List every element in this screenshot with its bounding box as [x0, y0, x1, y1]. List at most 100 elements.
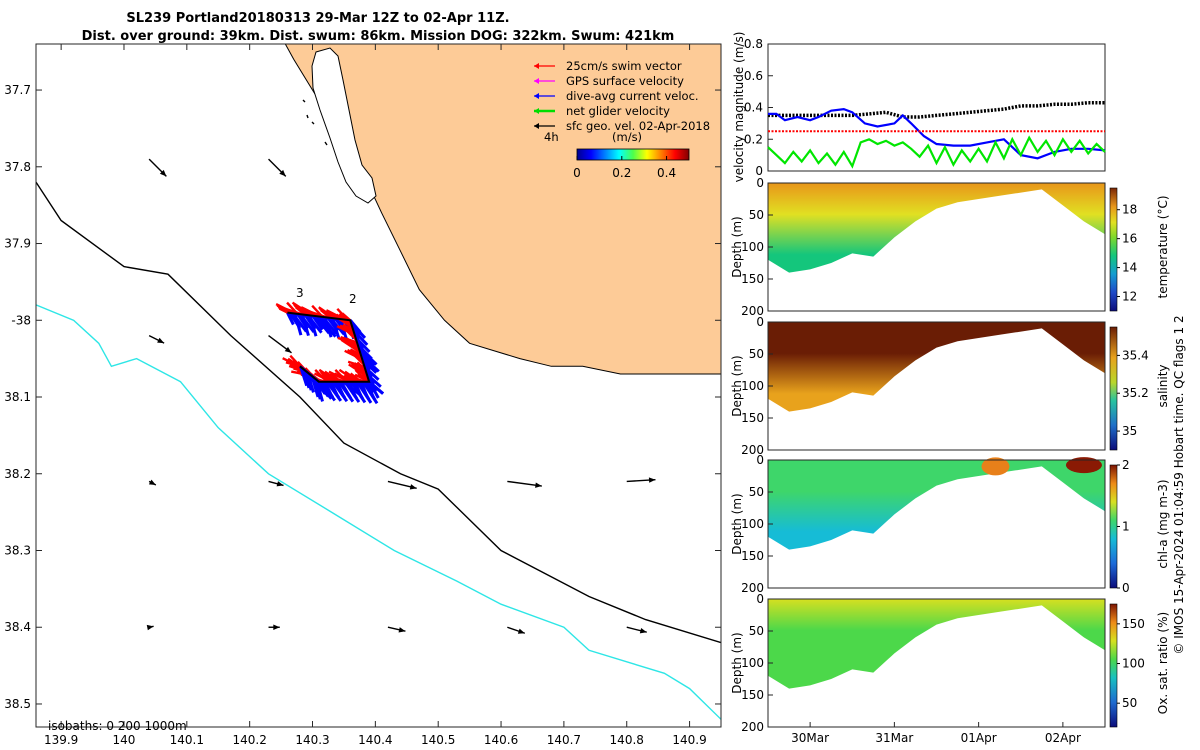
- dive-avg-current-vector: [293, 313, 303, 336]
- dive-avg-current-vector: [313, 315, 331, 335]
- chl-bloom: [1065, 457, 1102, 474]
- swim-vector: [319, 370, 330, 383]
- geostrophic-arrowhead: [517, 628, 525, 634]
- lon-tick-label: 140.4: [358, 733, 392, 747]
- velocity-frame: [767, 43, 1106, 172]
- profile-colorbar: [1109, 326, 1118, 451]
- legend-label: dive-avg current veloc.: [566, 89, 699, 103]
- track-label-2: 2: [349, 292, 357, 306]
- velocity-ylabel: velocity magnitude (m/s): [732, 32, 746, 183]
- depth-tick-label: 0: [756, 176, 764, 190]
- depth-tick-label: 100: [741, 656, 764, 670]
- profile-data-region: [768, 322, 1105, 412]
- legend-arrowhead: [534, 78, 539, 84]
- depth-tick-label: 200: [741, 720, 764, 734]
- geostrophic-arrowhead: [159, 169, 167, 177]
- profile-panel-salinity: 0 50 100 150 200 Depth (m) 35.4 35.2 35 salinity: [730, 315, 1170, 457]
- swim-vector: [350, 362, 368, 376]
- dive-avg-current-vector: [357, 346, 378, 366]
- speed-colorbar: [576, 148, 690, 161]
- legend-arrowhead: [534, 123, 539, 129]
- colorbar-tick-label: 35.4: [1122, 348, 1149, 362]
- depth-tick-label: 0: [756, 453, 764, 467]
- geostrophic-arrowhead: [398, 627, 406, 633]
- dive-avg-current-vector: [361, 358, 378, 374]
- surface-geostrophic-vectors: [146, 158, 656, 634]
- colorbar-tick-label: 16: [1122, 232, 1137, 246]
- dive-avg-current-vector: [361, 380, 379, 405]
- dive-avg-current-vector: [319, 380, 337, 402]
- legend-label: 25cm/s swim vector: [566, 59, 682, 73]
- depth-tick-label: 100: [741, 240, 764, 254]
- vel-tick-label: 0.8: [744, 37, 763, 51]
- swim-vector: [344, 370, 360, 383]
- swim-vector: [334, 369, 348, 383]
- dive-avg-current-vector: [368, 380, 385, 395]
- vel-tick-label: 0.6: [744, 69, 763, 83]
- island: [311, 47, 377, 204]
- depth-axis-label: Depth (m): [730, 632, 744, 693]
- lat-tick-label: 37.7: [4, 83, 31, 97]
- lon-tick-label: 139.9: [44, 733, 78, 747]
- isobath-note: isobaths: 0 200 1000m: [48, 719, 187, 733]
- dive-avg-current-vector: [325, 380, 343, 402]
- velocity-ticks: 0 0.2 0.4 0.6 0.8: [744, 37, 773, 178]
- track-label-3: 3: [296, 286, 304, 300]
- depth-tick-label: 0: [756, 315, 764, 329]
- dive-avg-current-vector: [323, 316, 333, 338]
- velocity-panel: 0 0.2 0.4 0.6 0.8 velocity magnitude (m/s): [732, 32, 1106, 183]
- swim-vector: [349, 372, 362, 383]
- profile-panel-chl-a: 0 50 100 150 200 Depth (m) 2 1 0 chl-a (mg m-3): [730, 453, 1170, 595]
- depth-tick-label: 150: [741, 688, 764, 702]
- isobath-200m-line: [36, 181, 721, 644]
- depth-tick-label: 50: [749, 624, 764, 638]
- swim-vector: [329, 372, 342, 383]
- colorbar-tick-label: 0: [573, 166, 581, 180]
- lon-tick-label: 140.6: [484, 733, 518, 747]
- time-tick-label: 02Apr: [1045, 731, 1081, 745]
- lat-tick-label: 38.1: [4, 390, 31, 404]
- map-longitude-ticks: 139.9 140 140.1 140.2 140.3 140.4 140.5 140.6 14…: [44, 44, 707, 747]
- dive-avg-current-vector: [355, 380, 373, 404]
- legend-arrowhead: [534, 93, 539, 99]
- dive-avg-current-vector: [363, 365, 380, 381]
- swim-vector: [338, 312, 352, 324]
- dive-avg-current-vector: [286, 311, 295, 326]
- lon-tick-label: 140.9: [672, 733, 706, 747]
- colorbar-tick-label: 14: [1122, 261, 1137, 275]
- swim-vector: [342, 326, 358, 341]
- swim-vector: [324, 370, 340, 383]
- geostrophic-arrowhead: [648, 477, 656, 483]
- lat-tick-label: 38.5: [4, 697, 31, 711]
- colorbar-tick-label: 50: [1122, 696, 1137, 710]
- dive-avg-current-vector: [342, 380, 362, 397]
- colorbar-tick-label: 35.2: [1122, 386, 1149, 400]
- depth-tick-label: 50: [749, 485, 764, 499]
- glider-path-line: [287, 311, 371, 383]
- geostrophic-arrowhead: [284, 346, 292, 353]
- time-tick-label: 01Apr: [961, 731, 997, 745]
- lat-tick-label: -38: [11, 313, 31, 327]
- geostrophic-arrowhead: [279, 169, 286, 177]
- lon-tick-label: 140.5: [421, 733, 455, 747]
- depth-tick-label: 150: [741, 411, 764, 425]
- legend-label: GPS surface velocity: [566, 74, 684, 88]
- swim-vector: [346, 337, 360, 349]
- profile-colorbar: [1109, 187, 1118, 312]
- lon-tick-label: 140: [113, 733, 136, 747]
- colorbar-tick-label: 18: [1122, 203, 1137, 217]
- geostrophic-arrowhead: [639, 628, 647, 634]
- swim-vector: [314, 369, 328, 383]
- map-latitude-ticks: 37.7 37.8 37.9 -38 38.1 38.2 38.3 38.4 38.5: [4, 83, 721, 711]
- dive-avg-current-vector: [331, 317, 341, 339]
- colorbar-label: chl-a (mg m-3): [1156, 479, 1170, 568]
- depth-axis-label: Depth (m): [730, 355, 744, 416]
- geostrophic-arrowhead: [409, 484, 417, 490]
- depth-tick-label: 200: [741, 581, 764, 595]
- glider-track: [275, 301, 385, 405]
- islet-dots: [302, 99, 328, 146]
- dive-avg-current-vector: [359, 353, 380, 373]
